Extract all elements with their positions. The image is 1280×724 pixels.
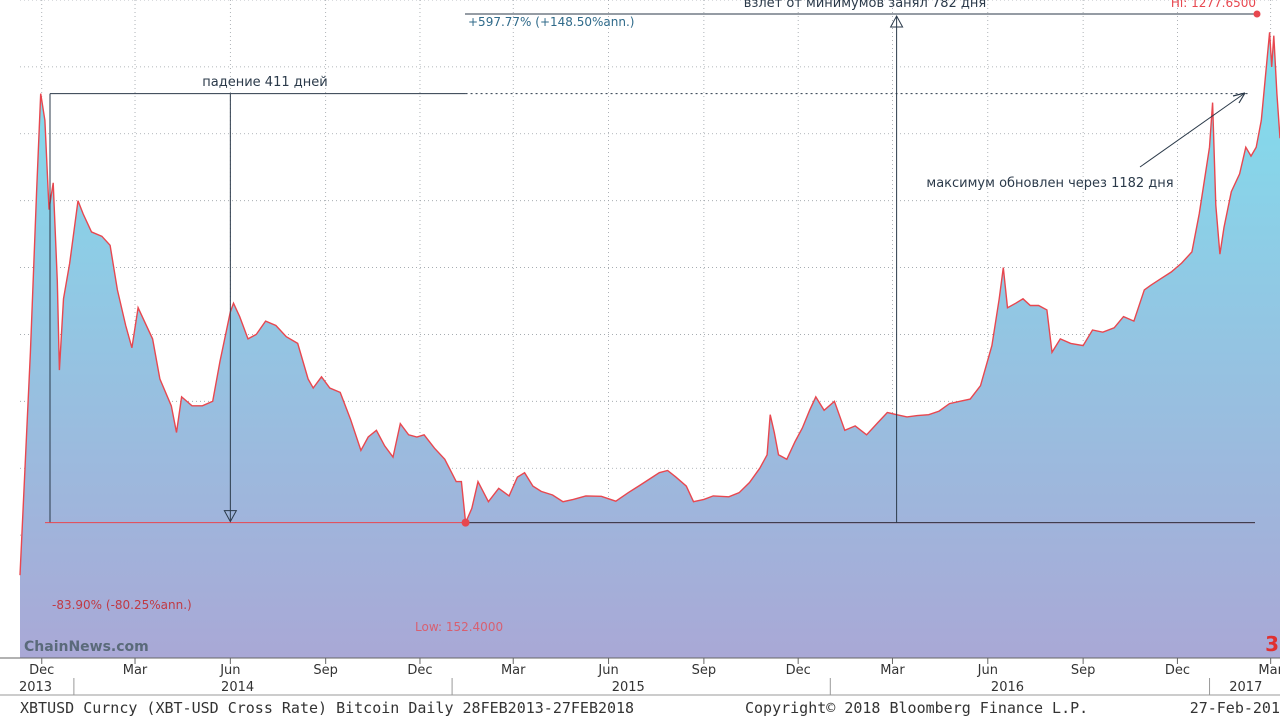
fall-label: падение 411 дней <box>202 75 327 90</box>
year-label: 2013 <box>19 680 52 695</box>
drop-pct-label: -83.90% (-80.25%ann.) <box>52 598 192 612</box>
price-line <box>19 32 1280 576</box>
x-tick-label: Dec <box>29 663 54 678</box>
x-tick-label: Jun <box>597 663 618 678</box>
watermark: ChainNews.com <box>24 639 149 655</box>
year-label: 2014 <box>221 680 254 695</box>
x-tick-label: Jun <box>977 663 998 678</box>
page-marker: 3 <box>1265 632 1279 656</box>
high-marker <box>1253 10 1261 18</box>
price-area <box>19 32 1280 659</box>
x-tick-label: Jun <box>219 663 240 678</box>
x-axis: Dec Mar Jun Sep Dec Mar Jun Sep Dec Mar Jun Sep Dec M… <box>0 657 1280 696</box>
rise-label: взлет от минимумов занял 782 дня <box>744 0 986 11</box>
low-marker <box>461 518 470 527</box>
low-value-label: Low: 152.4000 <box>415 620 503 634</box>
footer-security-label: XBTUSD Curncy (XBT-USD Cross Rate) Bitco… <box>20 699 634 717</box>
high-value-label: Hi: 1277.6500 <box>1171 0 1256 10</box>
x-tick-label: Dec <box>1165 663 1190 678</box>
x-tick-label: Sep <box>1071 663 1096 678</box>
x-tick-label: Sep <box>692 663 717 678</box>
x-tick-label: Mar <box>880 663 905 678</box>
fall-arrow-head <box>223 510 238 523</box>
rise-pct-label: +597.77% (+148.50%ann.) <box>468 15 634 29</box>
x-tick-label: Mar <box>1258 663 1280 678</box>
year-label: 2017 <box>1229 680 1262 695</box>
x-tick-label: Dec <box>786 663 811 678</box>
new-high-arrow-head <box>1232 92 1246 104</box>
x-tick-label: Mar <box>501 663 526 678</box>
annotations <box>45 10 1261 527</box>
x-tick-label: Sep <box>313 663 338 678</box>
footer-date: 27-Feb-201 <box>1190 699 1280 717</box>
year-label: 2016 <box>991 680 1024 695</box>
x-tick-label: Dec <box>407 663 432 678</box>
price-area-fill <box>20 32 1280 659</box>
year-label: 2015 <box>612 680 645 695</box>
footer-copyright: Copyright© 2018 Bloomberg Finance L.P. <box>745 699 1088 717</box>
x-tick-label: Mar <box>123 663 148 678</box>
rise-arrow-head <box>889 14 904 28</box>
new-high-label: максимум обновлен через 1182 дня <box>926 176 1173 191</box>
new-high-arrow <box>1139 92 1246 168</box>
